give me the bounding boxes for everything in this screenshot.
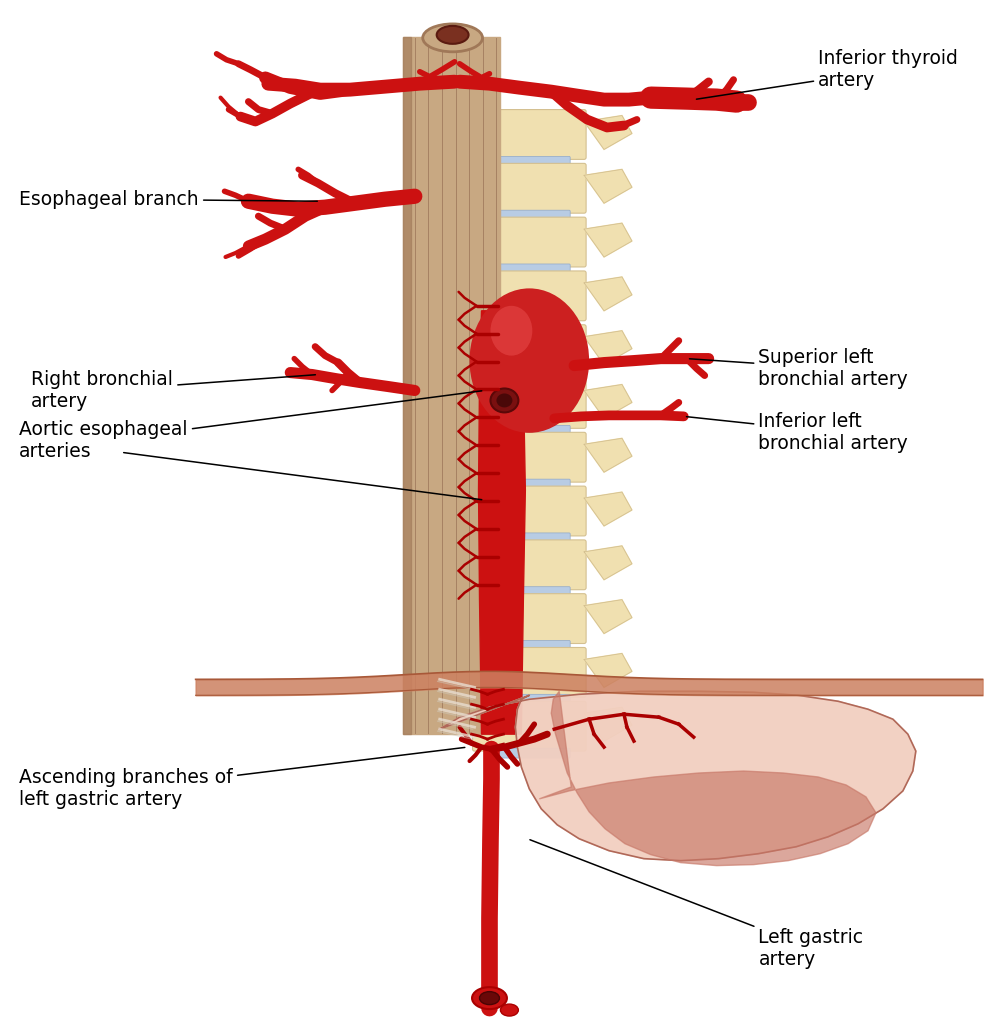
Polygon shape <box>584 707 632 741</box>
FancyBboxPatch shape <box>489 318 570 328</box>
FancyBboxPatch shape <box>489 748 570 758</box>
Ellipse shape <box>423 24 483 51</box>
Polygon shape <box>584 170 632 204</box>
Polygon shape <box>584 223 632 257</box>
FancyBboxPatch shape <box>473 594 586 644</box>
Ellipse shape <box>470 289 589 433</box>
Polygon shape <box>584 277 632 310</box>
FancyBboxPatch shape <box>473 433 586 482</box>
Polygon shape <box>539 691 876 866</box>
Ellipse shape <box>491 389 518 412</box>
FancyBboxPatch shape <box>473 648 586 697</box>
FancyBboxPatch shape <box>473 701 586 751</box>
FancyBboxPatch shape <box>473 163 586 213</box>
Ellipse shape <box>480 992 499 1004</box>
FancyBboxPatch shape <box>489 371 570 381</box>
Ellipse shape <box>491 305 532 356</box>
Polygon shape <box>584 599 632 633</box>
FancyBboxPatch shape <box>489 533 570 543</box>
Polygon shape <box>403 37 411 734</box>
Ellipse shape <box>472 987 506 1009</box>
FancyBboxPatch shape <box>489 587 570 596</box>
Polygon shape <box>479 310 525 734</box>
FancyBboxPatch shape <box>473 271 586 321</box>
FancyBboxPatch shape <box>489 694 570 704</box>
Polygon shape <box>584 654 632 688</box>
Polygon shape <box>584 492 632 526</box>
Text: Inferior thyroid
artery: Inferior thyroid artery <box>697 49 958 99</box>
FancyBboxPatch shape <box>473 110 586 159</box>
FancyBboxPatch shape <box>489 264 570 273</box>
FancyBboxPatch shape <box>489 156 570 167</box>
Text: Aortic esophageal
arteries: Aortic esophageal arteries <box>19 391 482 461</box>
FancyBboxPatch shape <box>489 640 570 651</box>
Text: Ascending branches of
left gastric artery: Ascending branches of left gastric arter… <box>19 747 465 809</box>
FancyBboxPatch shape <box>473 486 586 536</box>
Text: Esophageal branch: Esophageal branch <box>19 190 317 209</box>
Text: Superior left
bronchial artery: Superior left bronchial artery <box>690 348 908 389</box>
Polygon shape <box>584 546 632 580</box>
FancyBboxPatch shape <box>489 479 570 489</box>
FancyBboxPatch shape <box>473 540 586 590</box>
Text: Right bronchial
artery: Right bronchial artery <box>31 370 315 411</box>
Text: Inferior left
bronchial artery: Inferior left bronchial artery <box>687 412 908 452</box>
Text: Left gastric
artery: Left gastric artery <box>530 840 863 968</box>
Polygon shape <box>584 115 632 149</box>
Ellipse shape <box>500 1004 518 1016</box>
Polygon shape <box>403 37 500 734</box>
Polygon shape <box>584 384 632 418</box>
FancyBboxPatch shape <box>473 217 586 267</box>
Ellipse shape <box>497 394 512 407</box>
FancyBboxPatch shape <box>473 378 586 429</box>
Ellipse shape <box>437 26 469 44</box>
Polygon shape <box>584 331 632 365</box>
FancyBboxPatch shape <box>473 325 586 374</box>
Polygon shape <box>584 438 632 472</box>
FancyBboxPatch shape <box>489 426 570 435</box>
Polygon shape <box>440 691 916 860</box>
FancyBboxPatch shape <box>489 210 570 220</box>
